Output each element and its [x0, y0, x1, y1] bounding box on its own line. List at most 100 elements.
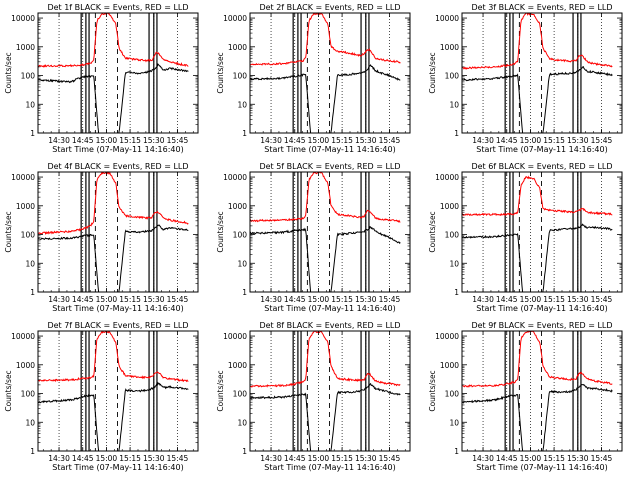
- x-tick-label: 15:45: [591, 295, 613, 304]
- x-tick-label: 15:00: [520, 295, 542, 304]
- series-line-events: [250, 382, 401, 451]
- y-tick-label: 10: [449, 259, 459, 268]
- x-tick-label: 14:45: [496, 454, 518, 463]
- y-tick-label: 10000: [11, 14, 35, 23]
- x-tick-label: 14:45: [72, 454, 94, 463]
- y-tick-label: 1000: [440, 361, 459, 370]
- panel-title: Det 5f BLACK = Events, RED = LLD: [259, 162, 400, 171]
- series-line-lld: [38, 172, 189, 235]
- x-tick-label: 15:30: [355, 136, 377, 145]
- x-tick-label: 14:30: [48, 136, 70, 145]
- plot-frame: [461, 12, 623, 134]
- x-axis-label: Start Time (07-May-11 14:16:40): [264, 304, 395, 313]
- panel-det-8f: 14:30 14:45 15:00 15:15 15:30 15:45 1 10 100 1000…: [216, 321, 411, 472]
- x-tick-label: 14:45: [72, 295, 94, 304]
- y-tick-label: 10: [449, 418, 459, 427]
- x-tick-label: 15:15: [331, 295, 353, 304]
- panel-det-5f: 14:30 14:45 15:00 15:15 15:30 15:45 1 10 100 1000…: [216, 162, 411, 313]
- plot-frame: [37, 12, 199, 134]
- series-line-events: [38, 381, 189, 451]
- panel-title: Det 9f BLACK = Events, RED = LLD: [471, 321, 612, 330]
- x-tick-label: 14:30: [48, 454, 70, 463]
- x-tick-label: 14:30: [260, 295, 282, 304]
- panel-det-7f: 14:30 14:45 15:00 15:15 15:30 15:45 1 10 100 1000…: [4, 321, 199, 472]
- y-tick-label: 1000: [228, 43, 247, 52]
- y-tick-label: 1: [454, 129, 459, 138]
- x-tick-label: 14:45: [72, 136, 94, 145]
- y-axis-label: Counts/sec: [216, 370, 225, 411]
- y-tick-label: 10: [25, 418, 35, 427]
- series-line-events: [250, 225, 401, 292]
- x-axis-label: Start Time (07-May-11 14:16:40): [52, 463, 183, 472]
- x-tick-label: 15:45: [167, 295, 189, 304]
- y-tick-label: 10: [237, 418, 247, 427]
- series-line-lld: [250, 172, 401, 223]
- series-line-events: [462, 383, 613, 451]
- x-axis-label: Start Time (07-May-11 14:16:40): [52, 304, 183, 313]
- x-tick-label: 14:30: [260, 136, 282, 145]
- panel-title: Det 6f BLACK = Events, RED = LLD: [471, 162, 612, 171]
- x-tick-label: 15:30: [355, 295, 377, 304]
- y-tick-label: 100: [21, 231, 36, 240]
- series-line-lld: [462, 331, 613, 388]
- y-tick-label: 10000: [11, 332, 35, 341]
- y-tick-label: 10000: [223, 14, 247, 23]
- panel-title: Det 2f BLACK = Events, RED = LLD: [259, 3, 400, 12]
- y-tick-label: 10000: [435, 173, 459, 182]
- y-tick-label: 1: [30, 447, 35, 456]
- plot-frame: [461, 171, 623, 293]
- y-tick-label: 100: [233, 231, 248, 240]
- series-line-lld: [250, 13, 401, 66]
- y-tick-label: 1000: [16, 202, 35, 211]
- x-tick-label: 15:30: [567, 136, 589, 145]
- y-axis-label: Counts/sec: [428, 52, 437, 93]
- x-tick-label: 15:15: [543, 454, 565, 463]
- x-tick-label: 15:15: [119, 454, 141, 463]
- x-tick-label: 15:45: [167, 454, 189, 463]
- y-tick-label: 1000: [440, 43, 459, 52]
- series-line-lld: [38, 331, 189, 383]
- plot-frame: [249, 171, 411, 293]
- series-line-lld: [250, 331, 401, 388]
- y-tick-label: 10000: [11, 173, 35, 182]
- y-axis-label: Counts/sec: [216, 211, 225, 252]
- series-line-events: [38, 63, 189, 133]
- x-tick-label: 14:45: [284, 454, 306, 463]
- plot-frame: [37, 171, 199, 293]
- y-tick-label: 1000: [228, 361, 247, 370]
- x-tick-label: 15:30: [567, 295, 589, 304]
- y-tick-label: 10: [25, 259, 35, 268]
- y-tick-label: 1: [242, 129, 247, 138]
- panel-title: Det 3f BLACK = Events, RED = LLD: [471, 3, 612, 12]
- x-tick-label: 15:15: [543, 295, 565, 304]
- plot-frame: [249, 330, 411, 452]
- x-tick-label: 15:45: [591, 454, 613, 463]
- x-axis-label: Start Time (07-May-11 14:16:40): [264, 463, 395, 472]
- y-tick-label: 1000: [228, 202, 247, 211]
- x-tick-label: 15:15: [119, 295, 141, 304]
- y-tick-label: 100: [233, 72, 248, 81]
- y-tick-label: 1: [30, 129, 35, 138]
- x-tick-label: 15:00: [308, 295, 330, 304]
- y-tick-label: 1: [242, 288, 247, 297]
- x-tick-label: 15:15: [331, 454, 353, 463]
- y-tick-label: 1000: [16, 361, 35, 370]
- y-tick-label: 10000: [435, 14, 459, 23]
- plot-frame: [37, 330, 199, 452]
- panel-det-4f: 14:30 14:45 15:00 15:15 15:30 15:45 1 10 100 1000…: [4, 162, 199, 313]
- y-axis-label: Counts/sec: [4, 211, 13, 252]
- x-tick-label: 15:30: [143, 295, 165, 304]
- panel-det-1f: 14:30 14:45 15:00 15:15 15:30 15:45 1 10 100 1000…: [4, 3, 199, 154]
- y-tick-label: 10000: [223, 173, 247, 182]
- x-axis-label: Start Time (07-May-11 14:16:40): [264, 145, 395, 154]
- y-tick-label: 1: [30, 288, 35, 297]
- x-tick-label: 14:45: [284, 295, 306, 304]
- y-tick-label: 1: [454, 288, 459, 297]
- panel-title: Det 1f BLACK = Events, RED = LLD: [47, 3, 188, 12]
- y-tick-label: 10: [237, 100, 247, 109]
- x-tick-label: 14:45: [496, 136, 518, 145]
- x-tick-label: 15:15: [119, 136, 141, 145]
- y-axis-label: Counts/sec: [4, 370, 13, 411]
- series-line-events: [462, 66, 613, 133]
